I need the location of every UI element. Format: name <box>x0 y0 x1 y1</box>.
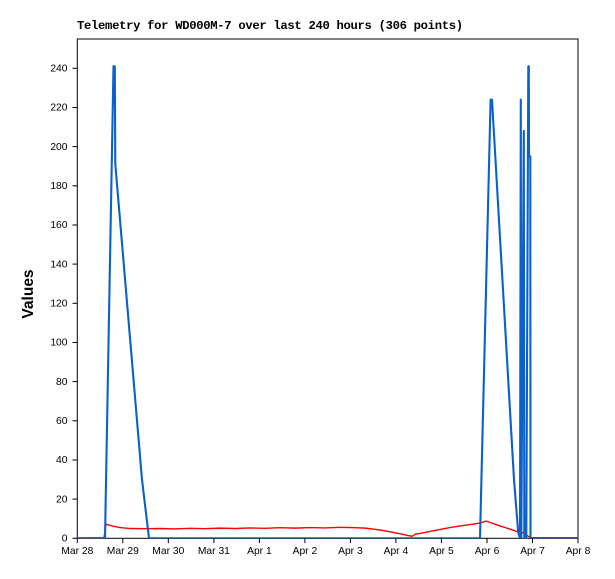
svg-text:0: 0 <box>62 534 68 545</box>
svg-text:Apr 1: Apr 1 <box>247 546 272 557</box>
svg-text:40: 40 <box>56 455 68 466</box>
svg-text:100: 100 <box>50 338 67 349</box>
svg-text:Values: Values <box>20 269 37 318</box>
svg-text:220: 220 <box>50 103 67 114</box>
svg-text:240: 240 <box>50 64 67 75</box>
svg-text:80: 80 <box>56 377 68 388</box>
svg-text:Mar 29: Mar 29 <box>107 546 139 557</box>
svg-text:120: 120 <box>50 299 67 310</box>
svg-text:Mar 28: Mar 28 <box>61 546 93 557</box>
svg-text:Apr 6: Apr 6 <box>475 546 500 557</box>
svg-text:Apr 3: Apr 3 <box>338 546 363 557</box>
svg-text:Apr 5: Apr 5 <box>429 546 454 557</box>
svg-text:140: 140 <box>50 259 67 270</box>
svg-text:Mar 30: Mar 30 <box>152 546 184 557</box>
svg-text:60: 60 <box>56 416 68 427</box>
svg-text:180: 180 <box>50 181 67 192</box>
svg-text:160: 160 <box>50 220 67 231</box>
svg-text:Mar 31: Mar 31 <box>198 546 230 557</box>
svg-text:Apr 7: Apr 7 <box>520 546 545 557</box>
svg-text:Apr 8: Apr 8 <box>566 546 591 557</box>
svg-text:200: 200 <box>50 142 67 153</box>
svg-text:Apr 2: Apr 2 <box>293 546 318 557</box>
svg-text:Apr 4: Apr 4 <box>384 546 409 557</box>
svg-text:20: 20 <box>56 494 68 505</box>
